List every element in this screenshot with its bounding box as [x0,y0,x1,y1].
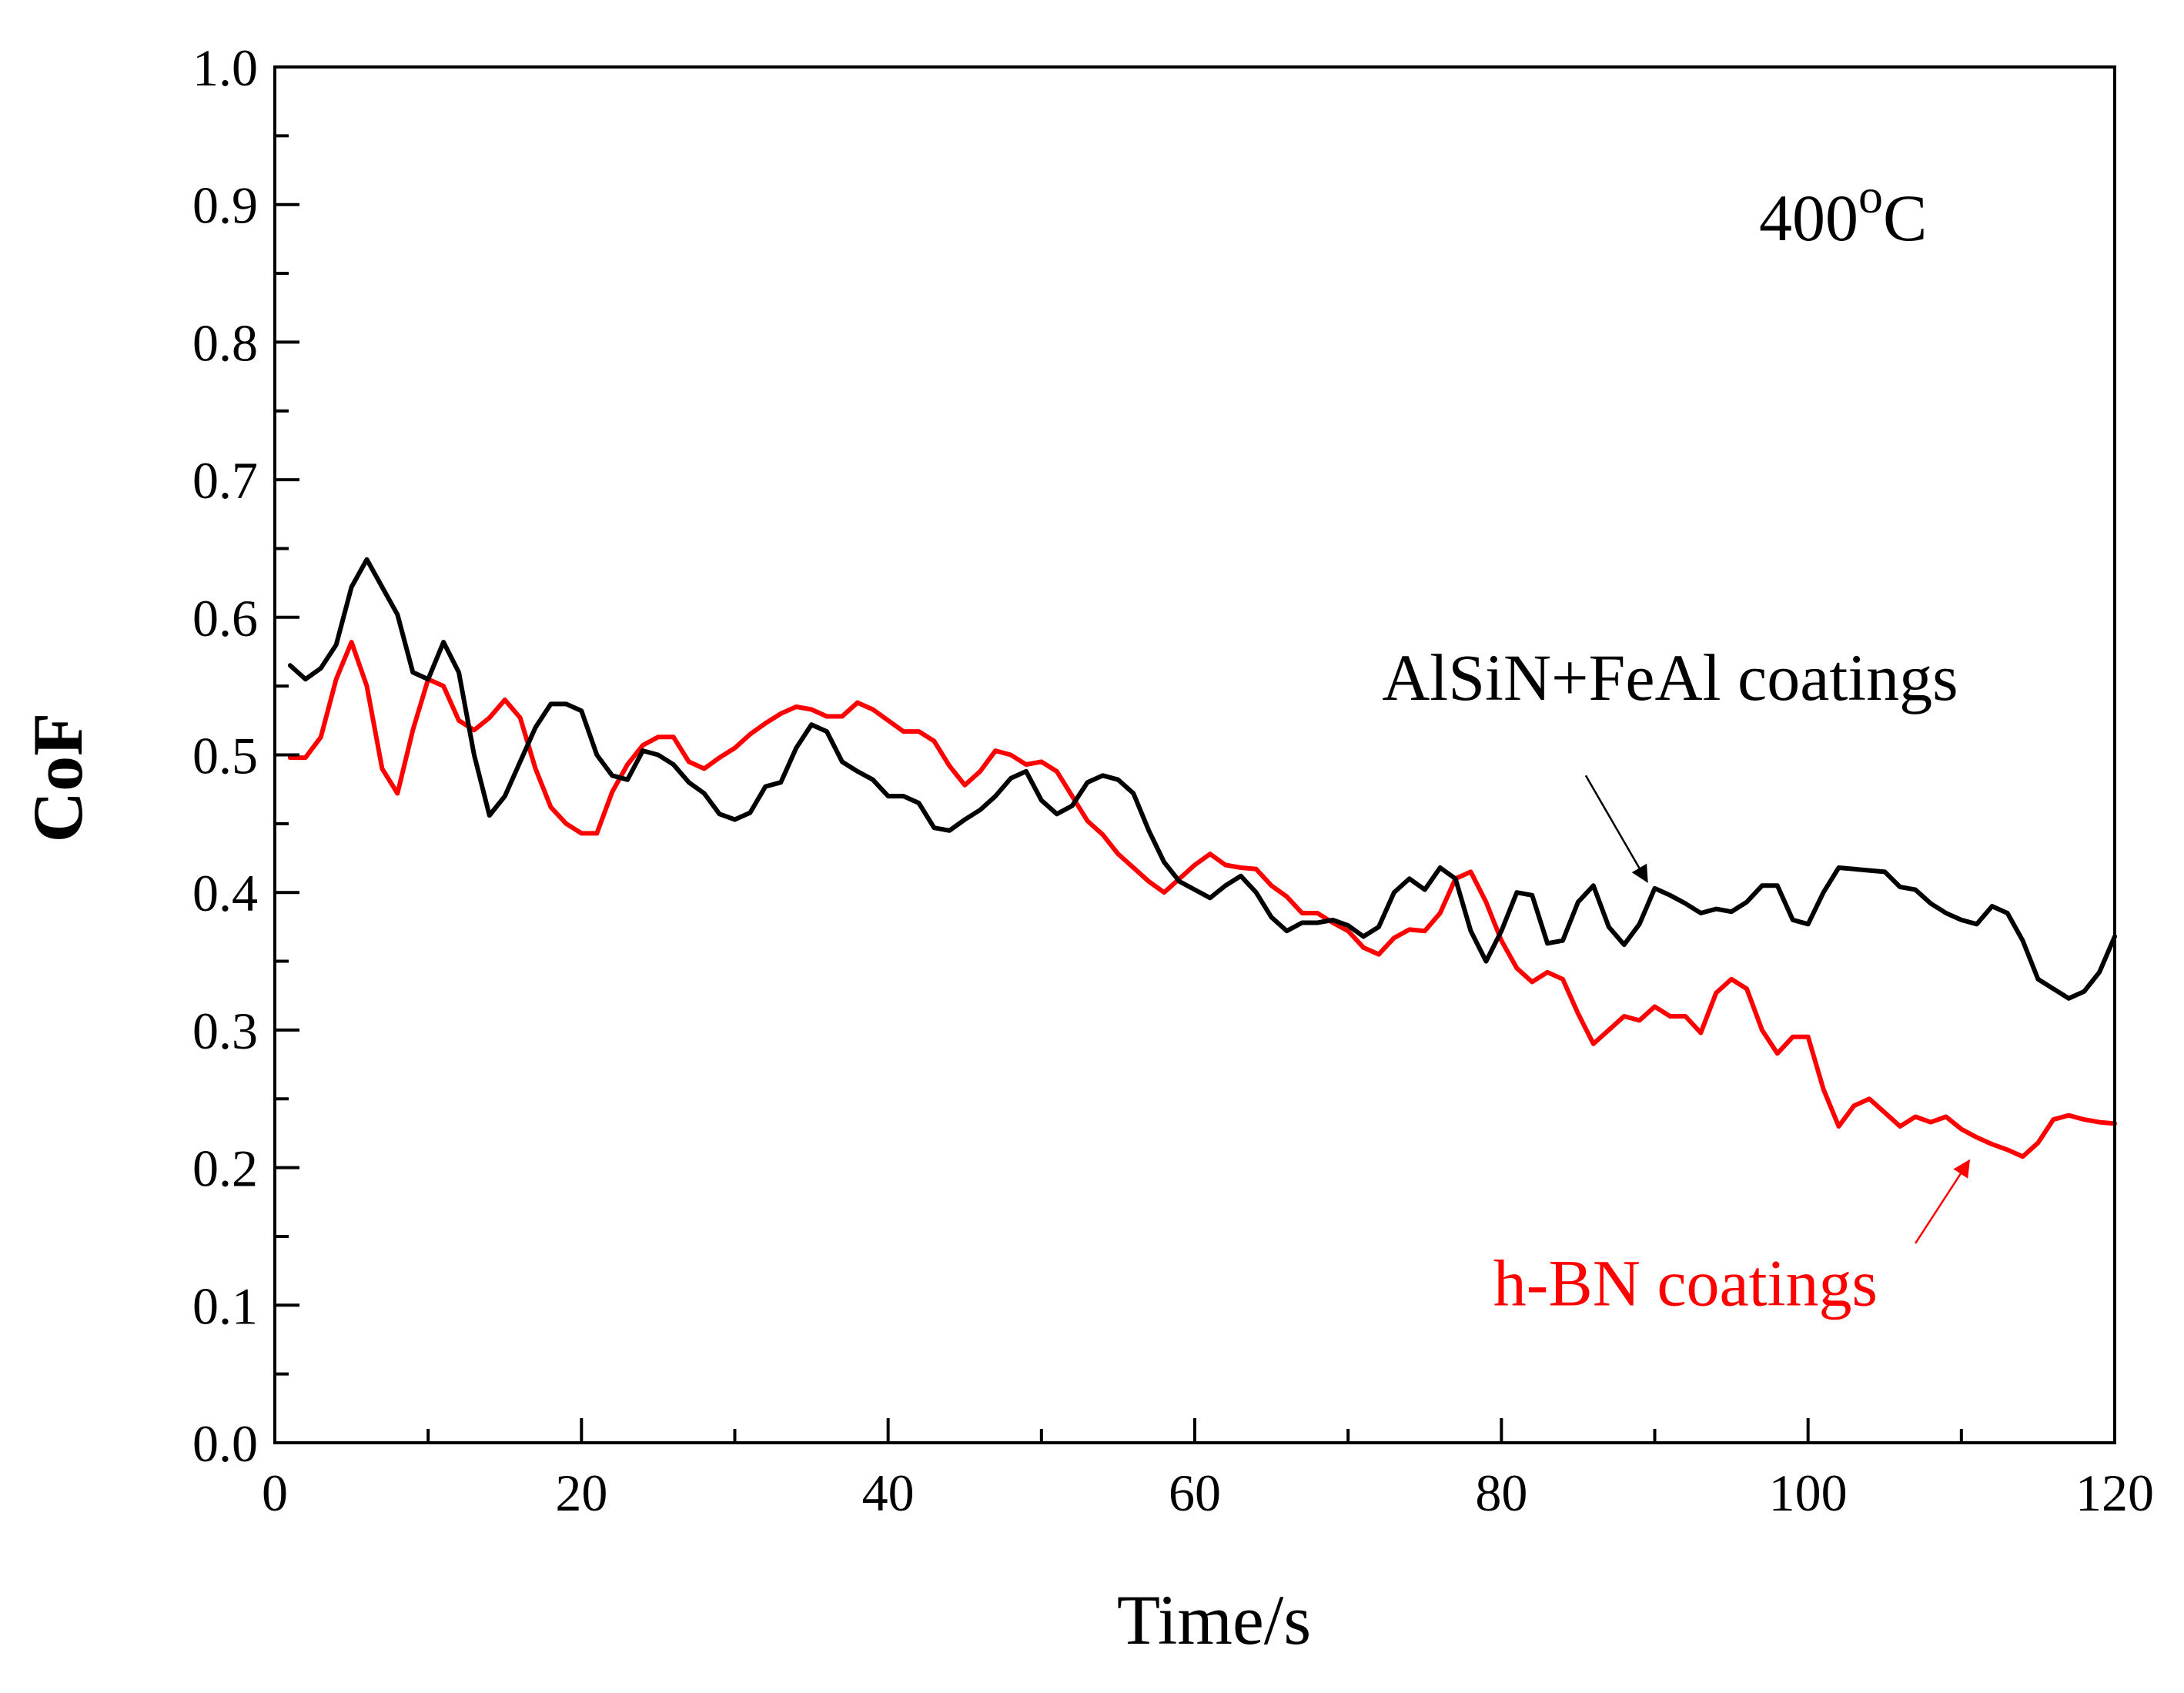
temperature-unit: C [1883,181,1927,255]
y-tick-label: 1.0 [192,38,258,97]
degree-superscript: o [1858,169,1883,223]
y-tick-label: 0.9 [192,176,258,235]
y-tick-label: 0.1 [192,1276,258,1335]
x-tick-label: 120 [2075,1464,2154,1522]
x-tick-label: 0 [262,1464,288,1522]
temperature-label: 400oC [1759,169,1927,255]
annotations: AlSiN+FeAl coatings h-BN coatings [1382,641,1971,1320]
y-tick-label: 0.7 [192,451,258,510]
x-tick-label: 20 [555,1464,607,1522]
axis-ticks [273,65,2116,1444]
temperature-value: 400 [1759,181,1858,255]
series-line-alsin-feal [287,557,2117,1001]
annotation-arrow-h-bn [1915,1159,1971,1244]
x-tick-label: 80 [1475,1464,1527,1522]
y-tick-label: 0.4 [192,864,258,922]
legend-label-alsin-feal: AlSiN+FeAl coatings [1382,641,1958,714]
plot-area-border [273,65,2116,1444]
y-tick-label: 0.2 [192,1139,258,1198]
series-line-h-bn [287,640,2117,1159]
x-axis-title: Time/s [1117,1581,1311,1659]
x-tick-label: 60 [1169,1464,1221,1522]
y-tick-label: 0.6 [192,589,258,647]
y-tick-label: 0.0 [192,1414,258,1473]
legend-label-h-bn: h-BN coatings [1493,1246,1878,1320]
plot-frame [273,65,2116,1444]
tick-labels: 0 20 40 60 80 100 120 0.0 0.1 0.2 0.3 0.4 0.5 0.6 0.7 0… [192,38,2154,1522]
y-axis-title: CoF [18,713,97,843]
x-tick-label: 100 [1769,1464,1848,1522]
y-tick-label: 0.5 [192,727,258,785]
annotation-arrow-alsin-feal [1584,775,1648,883]
series-layer [287,557,2117,1159]
y-tick-label: 0.3 [192,1002,258,1060]
y-tick-label: 0.8 [192,313,258,372]
x-tick-label: 40 [862,1464,915,1522]
